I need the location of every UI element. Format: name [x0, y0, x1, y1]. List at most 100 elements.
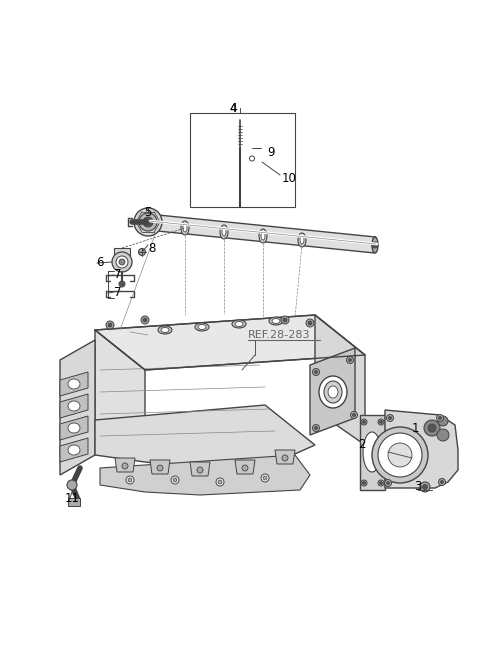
- Ellipse shape: [158, 326, 172, 334]
- Ellipse shape: [68, 379, 80, 389]
- Circle shape: [424, 420, 440, 436]
- Polygon shape: [114, 248, 130, 256]
- Circle shape: [384, 480, 392, 487]
- Ellipse shape: [298, 233, 306, 247]
- Ellipse shape: [68, 423, 80, 433]
- Polygon shape: [60, 438, 88, 462]
- Circle shape: [119, 259, 125, 265]
- Ellipse shape: [198, 325, 206, 329]
- Circle shape: [422, 485, 428, 489]
- Circle shape: [197, 467, 203, 473]
- Circle shape: [306, 319, 314, 327]
- Text: 10: 10: [282, 171, 297, 184]
- Bar: [68, 498, 80, 506]
- Circle shape: [378, 419, 384, 425]
- Ellipse shape: [220, 225, 228, 239]
- Circle shape: [362, 482, 365, 485]
- Polygon shape: [244, 152, 260, 165]
- Ellipse shape: [68, 401, 80, 411]
- Circle shape: [439, 478, 445, 485]
- Text: 8: 8: [148, 241, 156, 255]
- Circle shape: [106, 321, 114, 329]
- Circle shape: [372, 427, 428, 483]
- Polygon shape: [150, 460, 170, 474]
- Circle shape: [441, 480, 444, 483]
- Circle shape: [171, 476, 179, 484]
- Circle shape: [386, 415, 394, 422]
- Ellipse shape: [145, 214, 151, 230]
- Polygon shape: [95, 330, 145, 460]
- Ellipse shape: [269, 317, 283, 325]
- Circle shape: [388, 443, 412, 467]
- Circle shape: [67, 480, 77, 490]
- Circle shape: [139, 249, 145, 255]
- Circle shape: [436, 415, 444, 422]
- Circle shape: [108, 323, 112, 327]
- Circle shape: [122, 463, 128, 469]
- Bar: [190, 113, 295, 207]
- Polygon shape: [275, 450, 295, 464]
- Polygon shape: [310, 348, 355, 435]
- Circle shape: [157, 465, 163, 471]
- Circle shape: [362, 420, 365, 424]
- Polygon shape: [235, 120, 245, 124]
- Ellipse shape: [300, 236, 304, 244]
- Text: 4: 4: [229, 102, 237, 115]
- Circle shape: [141, 316, 149, 324]
- Polygon shape: [95, 315, 365, 370]
- Circle shape: [282, 455, 288, 461]
- Circle shape: [380, 482, 383, 485]
- Text: 11: 11: [64, 491, 80, 504]
- Circle shape: [314, 426, 317, 430]
- Ellipse shape: [232, 320, 246, 328]
- Polygon shape: [147, 214, 376, 253]
- Ellipse shape: [261, 232, 265, 240]
- Circle shape: [283, 318, 287, 322]
- Circle shape: [386, 482, 389, 485]
- Polygon shape: [385, 410, 458, 488]
- Circle shape: [143, 217, 153, 227]
- Circle shape: [128, 478, 132, 482]
- Circle shape: [112, 252, 132, 272]
- Circle shape: [126, 476, 134, 484]
- Circle shape: [312, 369, 320, 375]
- Circle shape: [361, 480, 367, 486]
- Ellipse shape: [235, 321, 243, 327]
- Circle shape: [139, 213, 157, 231]
- Circle shape: [428, 424, 436, 432]
- Ellipse shape: [328, 386, 338, 398]
- Ellipse shape: [68, 445, 80, 455]
- Polygon shape: [60, 340, 95, 475]
- Ellipse shape: [324, 381, 342, 403]
- Text: 7: 7: [114, 268, 122, 281]
- Circle shape: [378, 480, 384, 486]
- Text: 2: 2: [358, 438, 366, 451]
- Text: 7: 7: [114, 285, 122, 298]
- Circle shape: [372, 242, 378, 248]
- Polygon shape: [235, 460, 255, 474]
- Polygon shape: [190, 462, 210, 476]
- Circle shape: [263, 476, 267, 480]
- Circle shape: [348, 358, 351, 361]
- Circle shape: [388, 417, 392, 419]
- Text: 9: 9: [267, 146, 275, 159]
- Circle shape: [439, 417, 442, 419]
- Polygon shape: [95, 405, 315, 468]
- Circle shape: [314, 371, 317, 373]
- Circle shape: [350, 411, 358, 419]
- Circle shape: [173, 478, 177, 482]
- Ellipse shape: [222, 228, 226, 236]
- Circle shape: [308, 321, 312, 325]
- Text: REF.28-283: REF.28-283: [248, 330, 311, 340]
- Polygon shape: [315, 315, 365, 445]
- Circle shape: [281, 316, 289, 324]
- Circle shape: [250, 156, 254, 161]
- Circle shape: [437, 429, 449, 441]
- Circle shape: [352, 413, 356, 417]
- Ellipse shape: [363, 432, 381, 472]
- Ellipse shape: [183, 224, 187, 232]
- Circle shape: [119, 281, 125, 287]
- Circle shape: [378, 433, 422, 477]
- Circle shape: [218, 480, 222, 484]
- Polygon shape: [60, 416, 88, 440]
